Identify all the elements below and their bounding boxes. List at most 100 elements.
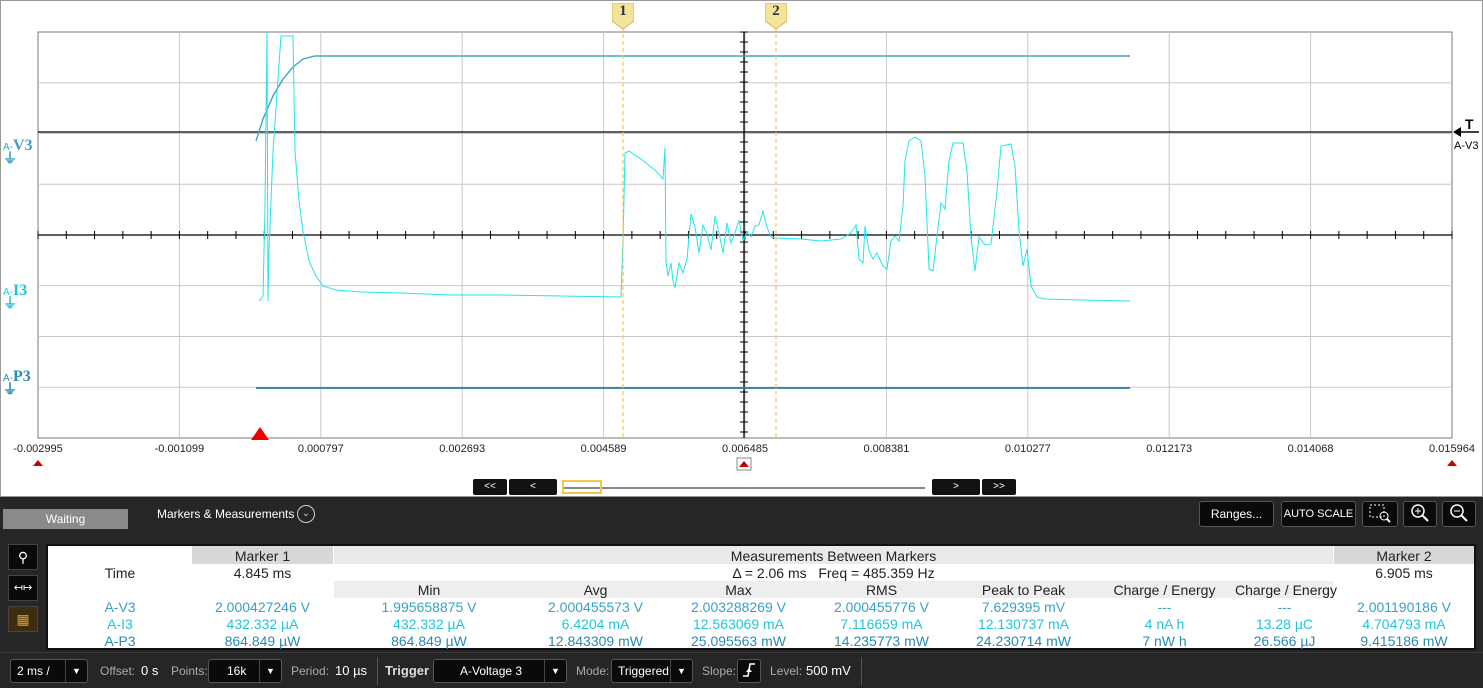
measurements-table: Marker 1 Measurements Between Markers Ma… xyxy=(46,544,1476,650)
offset-value[interactable]: 0 s xyxy=(141,663,159,678)
measurement-value: 864.849 µW xyxy=(391,633,467,649)
column-header: Min xyxy=(417,582,441,598)
channel-label-i3[interactable]: A-I3 ⏚ xyxy=(3,282,28,312)
scrollbar-track xyxy=(563,487,925,489)
scroll-next-button[interactable]: > xyxy=(932,479,980,495)
markers-measurements-label[interactable]: Markers & Measurements xyxy=(157,507,295,521)
x-tick-label: -0.001099 xyxy=(154,443,205,455)
measurement-value: 14.235773 mW xyxy=(834,633,929,649)
measurement-value: 13.28 µC xyxy=(1255,616,1314,632)
slope-label: Slope: xyxy=(702,664,737,678)
offset-label: Offset: xyxy=(100,664,136,678)
marker2-header: Marker 2 xyxy=(1376,548,1432,564)
trigger-position-marker xyxy=(251,427,269,440)
marker-2-handle[interactable]: 2 xyxy=(764,2,788,30)
measurement-value: 2.000455573 V xyxy=(548,599,643,615)
scroll-prev-button[interactable]: < xyxy=(509,479,557,495)
x-tick-label: 0.015964 xyxy=(1429,443,1475,455)
time-label: Time xyxy=(104,565,136,581)
scroll-first-button[interactable]: << xyxy=(473,479,507,495)
mode-select[interactable]: Triggered ▼ xyxy=(611,659,693,683)
timebase-select[interactable]: 2 ms / ▼ xyxy=(10,659,88,683)
marker2-value: 2.001190186 V xyxy=(1357,599,1451,615)
x-tick-label: 0.012173 xyxy=(1146,443,1193,455)
zoom-box-icon[interactable] xyxy=(1362,501,1398,527)
mode-label: Mode: xyxy=(576,664,610,678)
column-header: Peak to Peak xyxy=(981,582,1066,598)
column-header: Charge / Energy xyxy=(1113,582,1216,598)
column-header: Avg xyxy=(583,582,608,598)
chevron-down-icon: ▼ xyxy=(65,660,87,682)
measurement-value: 12.563069 mA xyxy=(692,616,785,632)
period-label: Period: xyxy=(291,664,330,678)
x-tick-label: 0.002693 xyxy=(439,443,486,455)
marker-1-handle[interactable]: 1 xyxy=(611,2,635,30)
between-header: Measurements Between Markers xyxy=(730,548,937,564)
zoom-in-icon[interactable] xyxy=(1403,501,1437,527)
voltage-trace xyxy=(255,55,1130,142)
probe-icon[interactable]: ⚲ xyxy=(8,544,38,570)
measurement-value: 7.629395 mV xyxy=(981,599,1066,615)
zoom-out-icon[interactable] xyxy=(1442,501,1476,527)
channel-label-v3[interactable]: A-V3 ⏚ xyxy=(3,137,33,167)
trigger-label: Trigger xyxy=(385,663,430,678)
measurement-value: 4 nA h xyxy=(1144,616,1185,632)
measurement-toolbar: Waiting Markers & Measurements ⌄ Ranges.… xyxy=(0,497,1483,539)
row-name: A-V3 xyxy=(104,599,136,615)
chevron-down-icon: ▼ xyxy=(259,660,281,682)
marker2-value: 4.704793 mA xyxy=(1362,616,1446,632)
waveform-plot[interactable] xyxy=(1,1,1483,498)
x-tick-label: 0.010277 xyxy=(1004,443,1051,455)
x-tick-label: 0.014068 xyxy=(1287,443,1334,455)
measurement-value: 432.332 µA xyxy=(393,616,465,632)
grid-layout-icon[interactable]: ▦ xyxy=(8,606,38,632)
period-value: 10 µs xyxy=(335,663,368,678)
measurement-value: 1.995658875 V xyxy=(381,599,477,615)
scroll-last-button[interactable]: >> xyxy=(982,479,1016,495)
measurement-value: 7.116659 mA xyxy=(840,616,923,632)
chevron-down-icon: ▼ xyxy=(670,660,692,682)
measurement-value: 2.003288269 V xyxy=(691,599,786,615)
measurement-value: 12.843309 mW xyxy=(548,633,643,649)
measurement-value: 26.566 µJ xyxy=(1253,633,1316,649)
current-trace xyxy=(258,30,1131,302)
scope-display: -0.002995 -0.001099 0.000797 0.002693 0.0045… xyxy=(0,0,1483,497)
measurement-value: 7 nW h xyxy=(1142,633,1187,649)
measurement-value: 25.095563 mW xyxy=(691,633,786,649)
row-name: A-P3 xyxy=(104,633,136,649)
x-tick-label: 0.006485 xyxy=(722,443,768,455)
level-value[interactable]: 500 mV xyxy=(806,663,851,678)
acquisition-bar: 2 ms / ▼ Offset: 0 s Points: 16k ▼ Period:… xyxy=(0,652,1483,688)
chevron-down-icon: ▼ xyxy=(544,660,566,682)
points-select[interactable]: 16k ▼ xyxy=(208,659,282,683)
x-tick-label: -0.002995 xyxy=(13,443,63,455)
x-tick-label: 0.004589 xyxy=(580,443,627,455)
left-edge-arrow xyxy=(33,460,43,466)
measurement-value: --- xyxy=(1157,599,1172,615)
marker2-time: 6.905 ms xyxy=(1375,565,1433,581)
measurement-value: --- xyxy=(1277,599,1292,615)
measurement-value: 12.130737 mA xyxy=(977,616,1070,632)
measurement-value: 24.230714 mW xyxy=(976,633,1071,649)
marker2-value: 9.415186 mW xyxy=(1360,633,1448,649)
ranges-button[interactable]: Ranges... xyxy=(1199,501,1274,527)
channel-label-p3[interactable]: A-P3 ⏚ xyxy=(3,368,31,398)
trigger-t-label: T xyxy=(1465,116,1474,132)
level-label: Level: xyxy=(770,664,803,678)
rising-edge-icon[interactable] xyxy=(737,659,761,683)
marker1-value: 432.332 µA xyxy=(226,616,299,632)
measurement-value: 2.000455776 V xyxy=(834,599,929,615)
auto-scale-button[interactable]: AUTO SCALE xyxy=(1281,501,1356,527)
marker1-value: 2.000427246 V xyxy=(215,599,310,615)
measurements-panel: ⚲ ↤↦ ▦ Marker 1 Measurements Between Mar… xyxy=(0,539,1483,652)
measurement-value: 6.4204 mA xyxy=(561,616,630,632)
row-name: A-I3 xyxy=(107,616,133,632)
chevron-down-icon[interactable]: ⌄ xyxy=(297,505,315,523)
x-tick-label: 0.000797 xyxy=(297,443,344,455)
status-badge: Waiting xyxy=(3,509,128,529)
column-header: Max xyxy=(725,582,752,598)
x-tick-label: 0.008381 xyxy=(863,443,910,455)
marker-span-icon[interactable]: ↤↦ xyxy=(8,575,38,601)
trigger-source-select[interactable]: A-Voltage 3 ▼ xyxy=(433,659,567,683)
delta-freq: Δ = 2.06 ms Freq = 485.359 Hz xyxy=(732,565,935,581)
